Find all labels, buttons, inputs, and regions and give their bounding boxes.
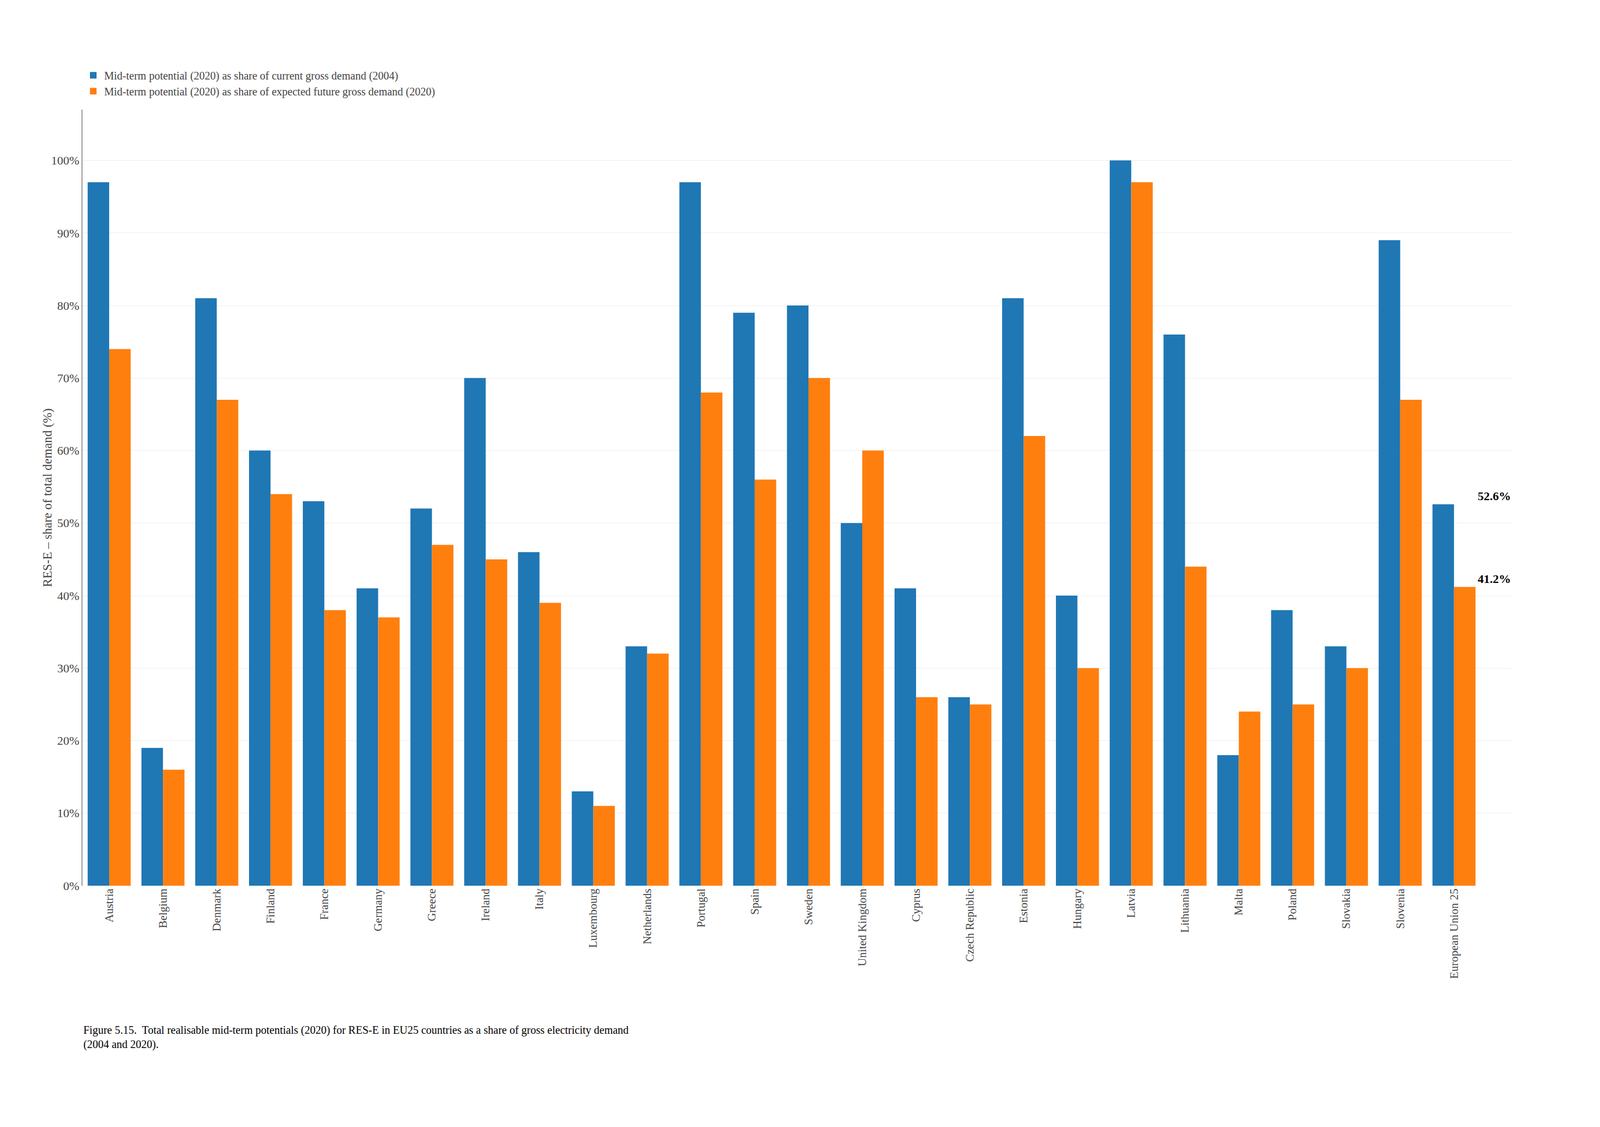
svg-text:90%: 90%: [57, 226, 79, 241]
svg-text:Luxembourg: Luxembourg: [586, 888, 600, 949]
svg-text:European Union 25: European Union 25: [1447, 888, 1461, 979]
svg-text:Hungary: Hungary: [1070, 888, 1084, 930]
svg-text:40%: 40%: [57, 589, 79, 603]
svg-text:Netherlands: Netherlands: [640, 888, 654, 944]
svg-text:0%: 0%: [63, 879, 79, 893]
svg-text:Greece: Greece: [425, 888, 439, 921]
svg-text:Sweden: Sweden: [801, 888, 816, 926]
svg-text:10%: 10%: [57, 806, 79, 821]
svg-text:Denmark: Denmark: [210, 888, 224, 932]
svg-text:Slovakia: Slovakia: [1339, 888, 1353, 930]
svg-text:Estonia: Estonia: [1016, 888, 1031, 924]
svg-text:100%: 100%: [51, 153, 79, 168]
svg-text:Italy: Italy: [532, 888, 546, 910]
svg-text:Belgium: Belgium: [156, 888, 170, 929]
svg-text:Latvia: Latvia: [1124, 888, 1138, 919]
svg-text:Portugal: Portugal: [694, 888, 708, 928]
svg-text:Finland: Finland: [263, 888, 277, 925]
svg-text:Lithuania: Lithuania: [1178, 888, 1192, 934]
svg-text:70%: 70%: [57, 371, 79, 386]
svg-text:RES-E – share of total demand: RES-E – share of total demand (%): [40, 408, 55, 588]
svg-text:20%: 20%: [57, 733, 79, 748]
svg-text:Malta: Malta: [1231, 888, 1246, 917]
svg-text:Poland: Poland: [1285, 888, 1299, 921]
svg-text:Figure 5.15. Total realisable: Figure 5.15. Total realisable mid-term p…: [83, 1024, 629, 1051]
svg-text:30%: 30%: [57, 661, 79, 676]
svg-text:Spain: Spain: [748, 888, 762, 915]
svg-text:United Kingdom: United Kingdom: [855, 888, 869, 967]
svg-text:52.6%: 52.6%: [1477, 489, 1512, 503]
svg-text:Mid-term potential (2020) as s: Mid-term potential (2020) as share of cu…: [104, 69, 399, 83]
svg-text:41.2%: 41.2%: [1477, 572, 1512, 586]
svg-text:Slovenia: Slovenia: [1393, 888, 1407, 930]
svg-text:Czech Republic: Czech Republic: [963, 888, 977, 963]
svg-text:60%: 60%: [57, 443, 79, 458]
svg-text:Ireland: Ireland: [478, 888, 493, 922]
svg-text:Cyprus: Cyprus: [909, 888, 923, 923]
svg-text:France: France: [317, 888, 331, 920]
svg-text:50%: 50%: [57, 516, 79, 530]
svg-text:Austria: Austria: [102, 888, 116, 924]
svg-text:Mid-term potential (2020) as s: Mid-term potential (2020) as share of ex…: [104, 85, 435, 99]
svg-text:Germany: Germany: [371, 888, 385, 932]
svg-text:80%: 80%: [57, 298, 79, 313]
